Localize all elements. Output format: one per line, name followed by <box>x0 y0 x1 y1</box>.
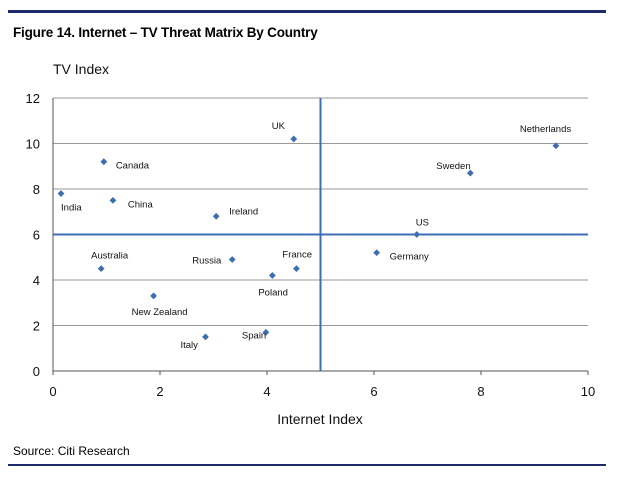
point-label-new-zealand: New Zealand <box>132 307 188 318</box>
point-label-ireland: Ireland <box>229 206 258 217</box>
point-label-poland: Poland <box>258 287 288 298</box>
x-tick-label: 0 <box>49 384 56 399</box>
data-point-india <box>57 190 65 197</box>
x-tick-label: 8 <box>477 384 484 399</box>
y-tick-label: 8 <box>33 182 40 197</box>
data-point-ireland <box>212 212 220 220</box>
data-point-netherlands <box>552 142 560 150</box>
data-point-poland <box>268 272 276 279</box>
y-tick-label: 6 <box>33 228 40 243</box>
point-label-germany: Germany <box>390 252 429 263</box>
point-labels: India Canada China Australia New Zealand Ital… <box>61 121 571 351</box>
data-point-new-zealand <box>150 292 157 300</box>
data-point-russia <box>228 256 236 263</box>
x-tick-label: 2 <box>156 384 163 399</box>
x-axis-label: Internet Index <box>277 411 363 427</box>
point-label-canada: Canada <box>116 161 150 172</box>
y-tick-label: 0 <box>33 364 40 379</box>
point-label-sweden: Sweden <box>436 161 470 172</box>
x-tick-label: 4 <box>263 384 270 399</box>
point-label-spain: Spain <box>242 330 266 341</box>
point-label-us: US <box>416 218 429 229</box>
figure-title: Figure 14. Internet – TV Threat Matrix B… <box>13 25 318 40</box>
source-note: Source: Citi Research <box>13 444 130 458</box>
x-tick-label: 10 <box>581 384 595 399</box>
data-point-uk <box>290 135 298 143</box>
y-axis-label: TV Index <box>53 61 109 77</box>
y-tick-label: 12 <box>26 91 40 106</box>
point-label-australia: Australia <box>91 251 129 262</box>
point-label-france: France <box>282 250 312 261</box>
data-point-canada <box>100 158 108 166</box>
axes: 0 2 4 6 8 10 12 0 2 4 6 8 10 <box>26 91 596 399</box>
point-label-india: India <box>61 203 82 214</box>
data-point-germany <box>373 249 381 257</box>
point-label-uk: UK <box>272 121 286 132</box>
point-label-netherlands: Netherlands <box>520 124 571 135</box>
y-tick-label: 4 <box>33 273 40 288</box>
point-label-china: China <box>128 199 154 210</box>
bottom-rule <box>8 464 606 466</box>
data-point-spain <box>262 328 270 336</box>
data-point-italy <box>202 333 209 341</box>
point-label-italy: Italy <box>180 340 198 351</box>
data-point-us <box>413 231 421 238</box>
quadrant-lines <box>53 98 588 371</box>
data-point-china <box>109 196 117 204</box>
data-point-australia <box>97 265 105 273</box>
point-label-russia: Russia <box>192 256 222 267</box>
y-tick-label: 2 <box>33 319 40 334</box>
x-tick-label: 6 <box>370 384 377 399</box>
top-rule <box>8 10 606 13</box>
data-points <box>57 135 560 341</box>
data-point-france <box>293 265 300 273</box>
y-tick-label: 10 <box>26 137 40 152</box>
data-point-sweden <box>466 169 474 177</box>
